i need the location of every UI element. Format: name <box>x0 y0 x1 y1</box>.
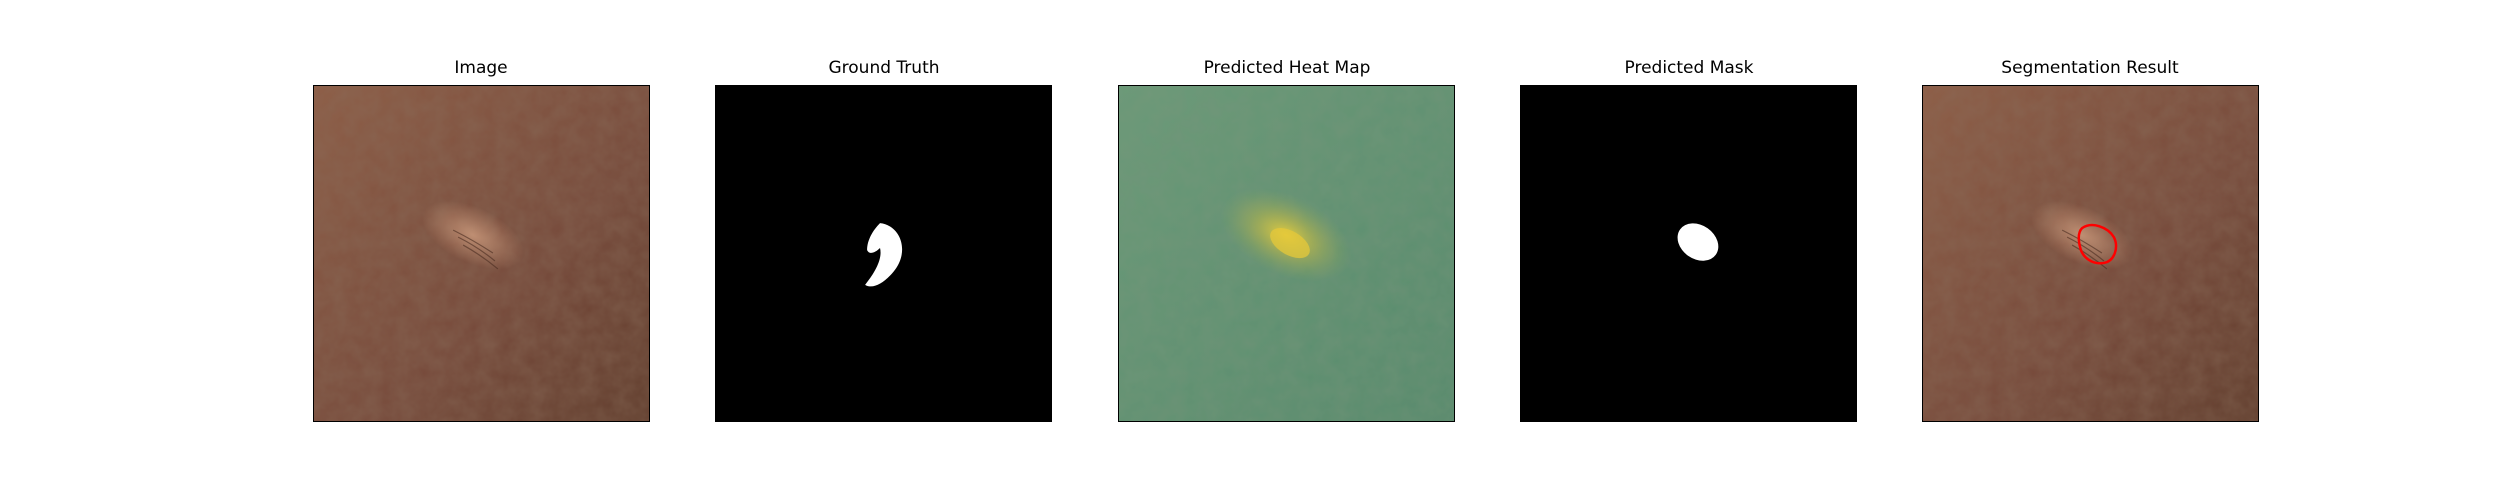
panel-title-heat-map: Predicted Heat Map <box>1203 58 1371 78</box>
predicted-heat-map <box>1119 86 1454 421</box>
heat-map-panel <box>1118 85 1455 422</box>
predicted-mask-panel <box>1520 85 1857 422</box>
ground-truth-region <box>865 223 903 287</box>
segmentation-result-panel <box>1922 85 2259 422</box>
leather-image <box>314 86 649 421</box>
predicted-mask <box>1521 86 1856 421</box>
panel-title-image: Image <box>454 58 508 78</box>
panel-title-segmentation-result: Segmentation Result <box>2001 58 2179 78</box>
predicted-region <box>1677 223 1719 261</box>
segmentation-outline <box>2077 223 2118 265</box>
ground-truth-mask <box>716 86 1051 421</box>
panel-title-predicted-mask: Predicted Mask <box>1624 58 1754 78</box>
image-panel <box>313 85 650 422</box>
segmentation-result-image <box>1923 86 2258 421</box>
ground-truth-panel <box>715 85 1052 422</box>
panel-title-ground-truth: Ground Truth <box>828 58 940 78</box>
